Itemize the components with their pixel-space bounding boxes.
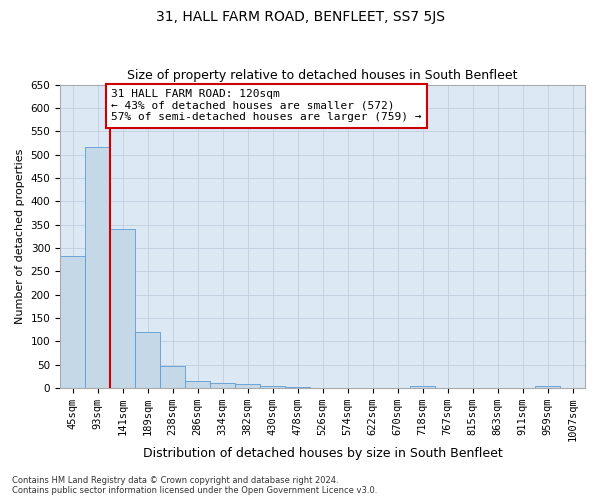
Text: 31 HALL FARM ROAD: 120sqm
← 43% of detached houses are smaller (572)
57% of semi: 31 HALL FARM ROAD: 120sqm ← 43% of detac… (111, 89, 422, 122)
Title: Size of property relative to detached houses in South Benfleet: Size of property relative to detached ho… (127, 69, 518, 82)
Bar (135, 332, 160, 388)
Bar (235, 384, 260, 388)
Bar (185, 381, 210, 388)
Bar (410, 386, 435, 388)
X-axis label: Distribution of detached houses by size in South Benfleet: Distribution of detached houses by size … (143, 447, 502, 460)
Bar (285, 386, 310, 388)
Bar (110, 230, 135, 388)
Bar (60, 256, 85, 388)
Bar (85, 147, 110, 388)
Text: Contains HM Land Registry data © Crown copyright and database right 2024.
Contai: Contains HM Land Registry data © Crown c… (12, 476, 377, 495)
Text: 31, HALL FARM ROAD, BENFLEET, SS7 5JS: 31, HALL FARM ROAD, BENFLEET, SS7 5JS (155, 10, 445, 24)
Bar (210, 384, 235, 388)
Bar (535, 386, 560, 388)
Bar (160, 366, 185, 388)
Y-axis label: Number of detached properties: Number of detached properties (15, 148, 25, 324)
Bar (260, 386, 285, 388)
